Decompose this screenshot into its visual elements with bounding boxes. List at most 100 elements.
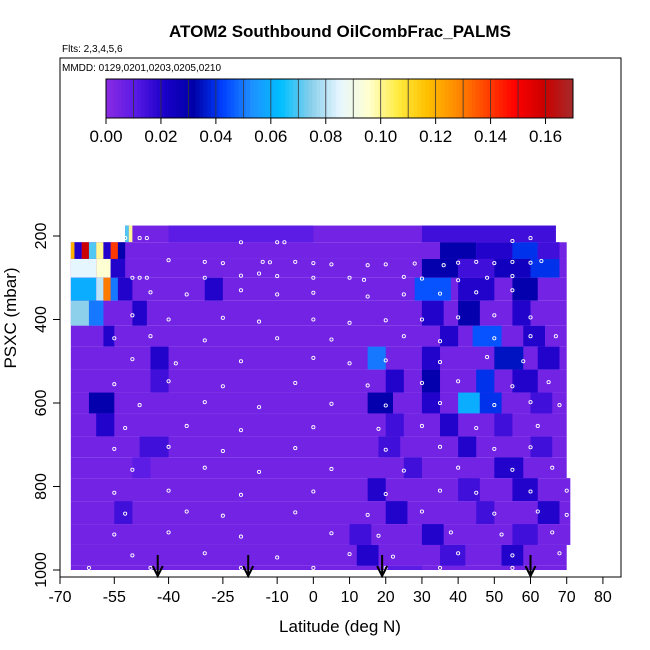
sample-marker <box>202 465 207 470</box>
colorbar-swatch <box>113 79 119 118</box>
sample-marker <box>311 275 316 280</box>
colorbar-swatch <box>191 79 197 118</box>
sample-marker <box>220 315 225 320</box>
heatmap-cell <box>117 242 126 259</box>
sample-marker <box>282 240 287 245</box>
sample-marker <box>112 490 117 495</box>
y-axis-label: PSXC (mbar) <box>1 267 20 368</box>
x-tick-label: 60 <box>522 589 540 606</box>
sample-marker <box>202 551 207 556</box>
sample-marker <box>437 400 443 406</box>
sample-marker <box>557 403 562 408</box>
colorbar-swatch <box>230 79 235 118</box>
colorbar-swatch <box>537 79 543 118</box>
colorbar-swatch <box>183 79 189 118</box>
colorbar-swatch <box>522 79 527 118</box>
sample-marker <box>510 259 515 264</box>
heatmap-cell <box>530 392 553 414</box>
heatmap-cell <box>385 565 422 570</box>
heatmap-cell <box>530 258 560 278</box>
heatmap-band <box>70 300 567 326</box>
colorbar-swatch <box>386 79 391 118</box>
colorbar-swatch <box>207 79 212 118</box>
colorbar-swatch <box>362 79 368 118</box>
sample-marker <box>166 379 171 384</box>
x-tick-label: 50 <box>485 589 503 606</box>
sample-marker <box>401 274 406 279</box>
colorbar-swatch <box>117 79 123 118</box>
sample-marker <box>123 511 128 516</box>
colorbar-swatch <box>335 79 340 118</box>
colorbar-swatch <box>160 79 165 118</box>
heatmap-cell <box>458 300 480 326</box>
colorbar-tick-label: 0.04 <box>199 127 232 146</box>
heatmap-cell <box>96 242 104 259</box>
sample-marker <box>112 532 117 537</box>
sample-marker <box>347 320 352 325</box>
flights-note: Flts: 2,3,4,5,6 <box>62 44 123 55</box>
heatmap-cell <box>421 392 441 414</box>
colorbar-swatch <box>471 79 477 118</box>
colorbar-swatch <box>292 79 298 118</box>
heatmap-band <box>70 457 567 479</box>
colorbar-swatch <box>106 79 111 118</box>
sample-marker <box>510 384 515 389</box>
sample-marker <box>383 403 388 408</box>
sample-marker <box>293 510 298 515</box>
sample-marker <box>275 292 280 297</box>
colorbar-swatch <box>421 79 426 118</box>
sample-marker <box>419 317 424 322</box>
colorbar-swatch <box>569 79 574 118</box>
colorbar-swatch <box>179 79 185 118</box>
sample-marker <box>528 400 533 405</box>
heatmap-cell <box>128 225 133 243</box>
heatmap-cell <box>458 258 495 278</box>
colorbar-swatch <box>358 79 364 118</box>
sample-marker <box>311 261 316 266</box>
heatmap-cell <box>421 346 441 370</box>
colorbar-swatch <box>285 79 290 118</box>
sample-marker <box>293 380 298 386</box>
sample-marker <box>166 488 171 493</box>
sample-marker <box>535 509 540 514</box>
heatmap-cell <box>88 242 97 259</box>
sample-marker <box>361 277 367 282</box>
heatmap-cell <box>385 501 408 525</box>
colorbar-swatch <box>425 79 430 118</box>
y-tick-label: 600 <box>33 390 50 417</box>
sample-marker <box>492 336 497 341</box>
heatmap-cell <box>81 242 89 259</box>
heatmap-band <box>70 369 567 393</box>
sample-marker <box>148 334 153 339</box>
sample-marker <box>412 261 417 266</box>
colorbar: 0.00 0.02 0.04 0.06 0.08 0.10 0.12 0.14 0.16 <box>89 78 574 146</box>
sample-marker <box>238 492 244 497</box>
heatmap-band <box>70 392 567 414</box>
sample-marker <box>437 339 443 344</box>
sample-marker <box>123 236 128 241</box>
sample-marker <box>166 317 171 322</box>
sample-marker <box>347 552 352 557</box>
heatmap-cell <box>440 325 459 347</box>
heatmap-cell <box>117 277 133 301</box>
sample-marker <box>144 275 149 280</box>
heatmap-cell <box>512 242 538 259</box>
colorbar-swatch <box>218 79 224 118</box>
heatmap-cell <box>476 501 495 525</box>
sample-marker <box>383 318 388 323</box>
colorbar-swatch <box>467 79 473 118</box>
sample-marker <box>311 425 316 430</box>
sample-marker <box>257 469 262 474</box>
colorbar-swatch <box>133 79 138 118</box>
colorbar-swatch <box>347 79 352 118</box>
arrows-layer <box>151 555 537 579</box>
sample-marker <box>546 380 551 385</box>
colorbar-swatch <box>269 79 274 118</box>
heatmap-cell <box>494 413 513 437</box>
heatmap-cell <box>512 478 538 502</box>
sample-marker <box>365 512 370 517</box>
colorbar-tick-label: 0.02 <box>144 127 177 146</box>
sample-marker <box>173 361 178 366</box>
sample-marker <box>419 423 424 429</box>
sample-marker <box>184 423 189 429</box>
